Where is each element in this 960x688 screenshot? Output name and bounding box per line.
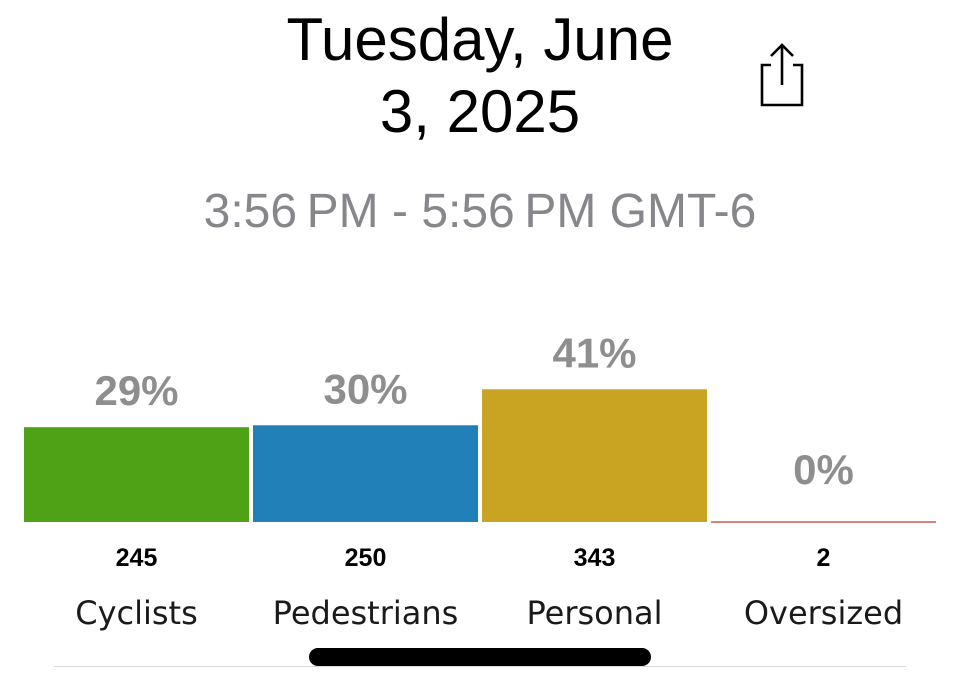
bar-chart: 29% 245 Cyclists 30% 250 Pedestrians 41% 343 Per…: [24, 329, 936, 632]
share-button[interactable]: [752, 42, 808, 108]
percent-label-cyclists: 29%: [94, 367, 178, 414]
share-icon: [760, 43, 804, 107]
percent-label-pedestrians: 30%: [323, 365, 407, 412]
bar-pedestrians: [253, 425, 478, 522]
title-line-year: 3, 2025: [379, 78, 581, 145]
percent-label-oversized: 0%: [793, 446, 854, 493]
bar-personal: [482, 389, 707, 522]
home-indicator: [309, 648, 651, 666]
count-label-cyclists: 245: [116, 544, 158, 572]
category-label-personal: Personal: [526, 594, 662, 632]
bar-cyclists: [24, 427, 249, 522]
category-label-pedestrians: Pedestrians: [273, 594, 459, 632]
time-range: 3:56 PM - 5:56 PM GMT-6: [203, 185, 757, 238]
title-line-date: Tuesday, June: [286, 6, 674, 73]
category-label-oversized: Oversized: [744, 594, 903, 632]
percent-label-personal: 41%: [552, 329, 636, 376]
count-label-oversized: 2: [817, 544, 831, 572]
count-label-pedestrians: 250: [345, 544, 387, 572]
count-label-personal: 343: [574, 544, 616, 572]
divider: [54, 666, 906, 667]
category-label-cyclists: Cyclists: [75, 594, 198, 632]
page-title: Tuesday, June 3, 2025: [0, 4, 960, 148]
